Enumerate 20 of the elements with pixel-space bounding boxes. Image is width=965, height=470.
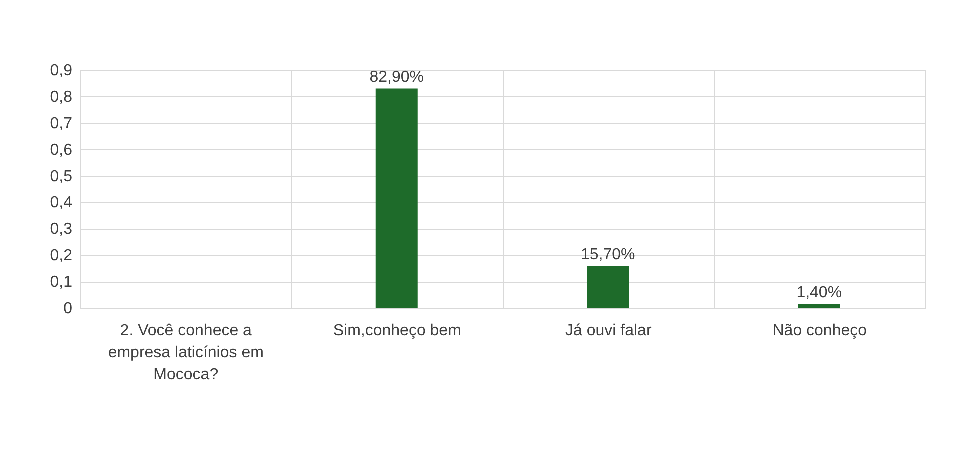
bar	[587, 266, 630, 308]
bar	[798, 304, 840, 308]
y-tick-label: 0,1	[50, 274, 73, 292]
bar	[376, 88, 418, 308]
x-tick-label: Sim,conheço bem	[333, 322, 462, 340]
x-tick-label: Não conheço	[772, 322, 868, 340]
y-tick-label: 0,3	[50, 221, 73, 238]
y-tick-label: 0,7	[50, 115, 73, 132]
x-tick-label: Já ouvi falar	[565, 322, 652, 340]
y-tick-label: 0,2	[50, 248, 73, 265]
y-tick-label: 0	[64, 300, 73, 318]
data-label: 15,70%	[580, 246, 636, 264]
x-tick-label: 2. Você conhece a empresa laticínios em Mococa?	[108, 322, 264, 384]
data-label: 82,90%	[370, 68, 424, 86]
data-label: 1,40%	[796, 284, 842, 302]
y-tick-label: 0,4	[50, 194, 73, 212]
y-tick-label: 0,5	[50, 168, 73, 186]
y-tick-label: 0,9	[50, 62, 73, 80]
y-tick-label: 0,8	[50, 88, 73, 106]
y-tick-label: 0,6	[50, 142, 73, 159]
